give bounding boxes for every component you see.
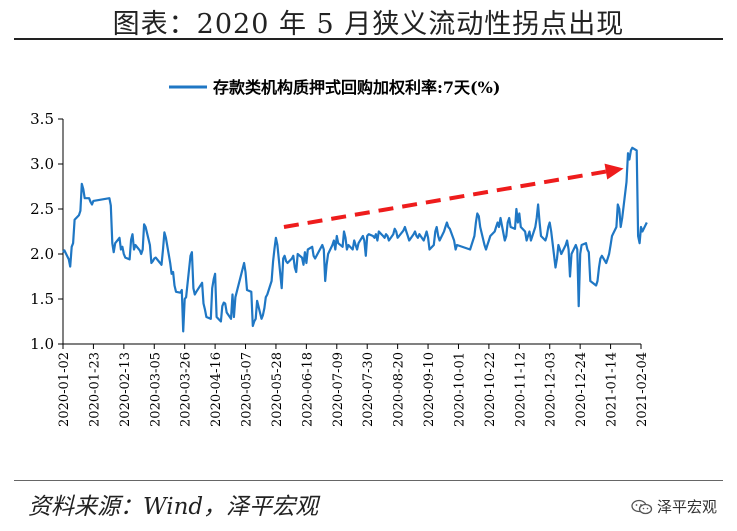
x-tick-label: 2020-05-28 (270, 352, 285, 427)
title-rule (14, 38, 723, 40)
y-tick-label: 2.5 (30, 200, 54, 218)
trend-arrow-line (283, 169, 607, 229)
x-tick-label: 2020-03-05 (148, 352, 163, 427)
y-tick-label: 3.0 (30, 155, 54, 173)
source-note: 资料来源：Wind，泽平宏观 (28, 494, 319, 520)
y-tick-label: 3.5 (30, 110, 54, 128)
x-tick-label: 2020-04-16 (209, 352, 224, 427)
x-tick-label: 2020-01-23 (87, 352, 102, 427)
x-tick-label: 2020-09-10 (422, 352, 437, 427)
x-tick-label: 2020-03-26 (179, 352, 194, 427)
x-tick-label: 2020-12-03 (544, 352, 559, 427)
x-tick-label: 2020-07-09 (331, 352, 346, 427)
x-tick-label: 2020-06-18 (300, 352, 315, 427)
series-line (62, 146, 648, 333)
line-chart: 1.0 1.5 2.0 2.5 3.0 3.5 2020-01-02 2020-01-23 20… (30, 78, 650, 427)
y-tick-label: 1.5 (30, 290, 54, 308)
x-tick-label: 2020-01-02 (57, 352, 72, 427)
y-tick-label: 2.0 (30, 245, 54, 263)
source-rule (14, 480, 723, 481)
trend-arrow-head (604, 163, 624, 180)
wechat-icon (631, 499, 653, 514)
watermark-text: 泽平宏观 (656, 498, 717, 516)
x-tick-label: 2021-02-04 (635, 352, 650, 427)
y-tick-label: 1.0 (30, 335, 54, 353)
x-tick-label: 2020-02-13 (118, 352, 133, 427)
x-tick-label: 2020-10-01 (452, 352, 467, 427)
figure-title: 图表：2020 年 5 月狭义流动性拐点出现 (112, 9, 625, 40)
legend-label: 存款类机构质押式回购加权利率:7天(%) (213, 78, 500, 97)
x-tick-label: 2020-07-30 (361, 352, 376, 427)
x-tick-label: 2020-05-07 (240, 352, 255, 427)
x-tick-label: 2020-12-24 (574, 352, 589, 427)
x-tick-label: 2020-11-12 (513, 352, 528, 427)
x-tick-label: 2020-08-20 (392, 352, 407, 427)
x-tick-label: 2020-10-22 (483, 352, 498, 427)
watermark: 泽平宏观 (631, 496, 717, 517)
x-tick-label: 2021-01-14 (605, 352, 620, 427)
